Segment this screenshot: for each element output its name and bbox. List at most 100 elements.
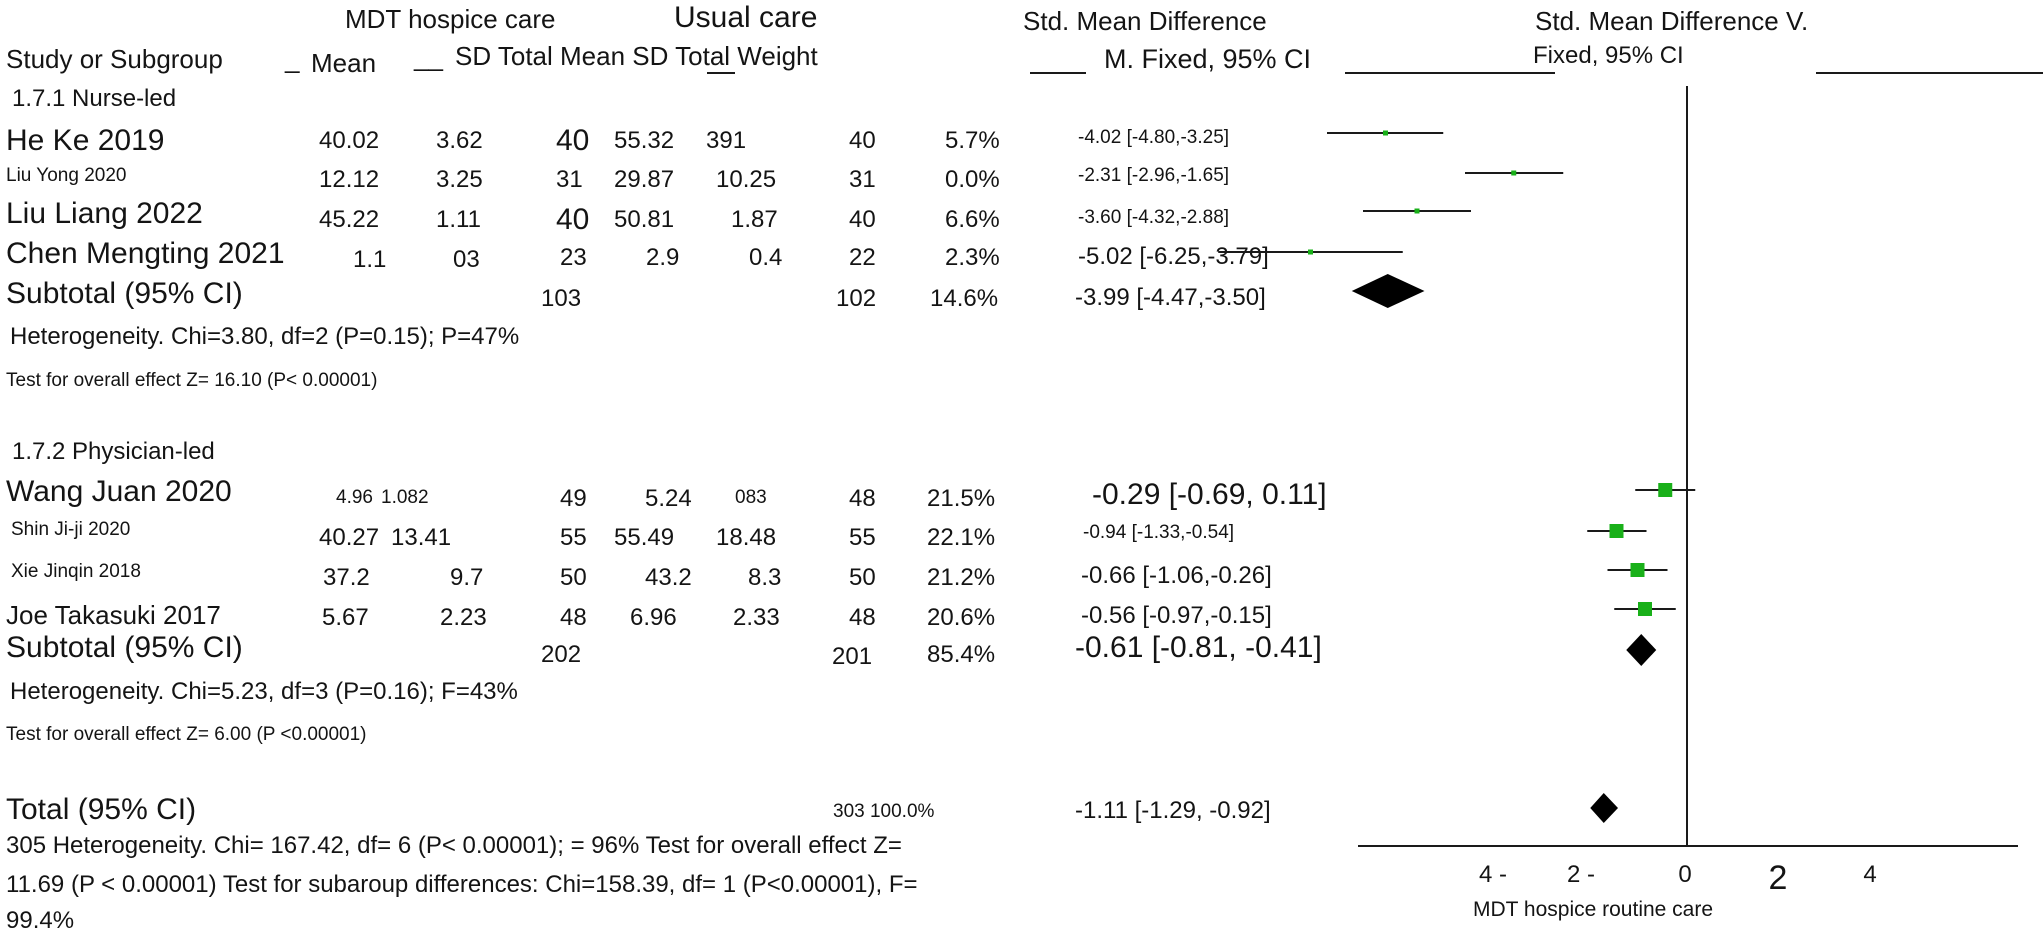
ci-text: -3.99 [-4.47,-3.50] (1075, 284, 1266, 311)
header-dash: _ (285, 44, 300, 74)
n1: 23 (560, 244, 587, 271)
n2: 40 (849, 206, 876, 233)
ci-text: -0.29 [-0.69, 0.11] (1092, 478, 1327, 511)
subgroup-label: 1.7.1 Nurse-led (12, 85, 177, 112)
header-rule (1345, 72, 1555, 74)
n1: 103 (541, 285, 582, 312)
heterogeneity-text: Heterogeneity. Chi=5.23, df=3 (P=0.16); … (10, 678, 518, 705)
weight: 5.7% (945, 127, 1000, 154)
sd1: 3.25 (436, 166, 483, 193)
mean2: 29.87 (614, 166, 675, 193)
plot-header: Std. Mean Difference V. (1535, 6, 1809, 36)
weight: 22.1% (927, 524, 996, 551)
weight: 0.0% (945, 166, 1000, 193)
n2: 50 (849, 564, 876, 591)
n1: 202 (541, 641, 582, 668)
weight: 20.6% (927, 604, 996, 631)
mean2: 55.49 (614, 524, 675, 551)
study-marker (1511, 170, 1517, 176)
sd2: 083 (735, 487, 767, 508)
mean2: 5.24 (645, 485, 692, 512)
weight: 21.2% (927, 564, 996, 591)
header-rule (707, 72, 735, 74)
mean2: 2.9 (646, 244, 680, 271)
mean1: 5.67 (322, 604, 369, 631)
n2: 102 (836, 285, 877, 312)
mean2: 6.96 (630, 604, 677, 631)
mean1: 40.02 (319, 127, 380, 154)
subtotal-diamond (1351, 274, 1425, 308)
group2-header: Usual care (674, 1, 818, 34)
study-name: Joe Takasuki 2017 (6, 600, 221, 630)
effect-header: Std. Mean Difference (1023, 6, 1267, 36)
n1: 31 (556, 166, 583, 193)
n1: 40 (556, 124, 590, 157)
study-name: Liu Yong 2020 (6, 165, 127, 186)
mean1: 1.1 (353, 246, 387, 273)
mean2: 43.2 (645, 564, 692, 591)
weight: 21.5% (927, 485, 996, 512)
weight: 85.4% (927, 641, 996, 668)
n1: 55 (560, 524, 587, 551)
subtotal-diamond (1626, 634, 1657, 666)
sd2: 1.87 (731, 206, 778, 233)
n1: 49 (560, 485, 587, 512)
n2: 48 (849, 604, 876, 631)
mean2: 55.32 (614, 127, 675, 154)
sd1: 2.23 (440, 604, 487, 631)
header-rule (1030, 72, 1086, 74)
study-marker (1658, 483, 1673, 497)
n2: 48 (849, 485, 876, 512)
study-marker (1383, 130, 1388, 136)
mean1: 40.27 (319, 524, 380, 551)
footer-line: 11.69 (P < 0.00001) Test for subaroup di… (6, 871, 918, 898)
n2: 22 (849, 244, 876, 271)
study-name: Chen Mengting 2021 (6, 237, 285, 270)
sd1: 1.11 (436, 206, 481, 233)
header-dash: __ (414, 42, 443, 72)
weight: 6.6% (945, 206, 1000, 233)
study-marker (1630, 563, 1645, 577)
weight: 2.3% (945, 244, 1000, 271)
sd2: 0.4 (749, 244, 783, 271)
n2: 55 (849, 524, 876, 551)
ci-text: -0.94 [-1.33,-0.54] (1083, 522, 1235, 543)
ci-text: -0.66 [-1.06,-0.26] (1081, 562, 1272, 589)
sd2: 10.25 (716, 166, 777, 193)
footer-line: 99.4% (6, 907, 75, 934)
sd1: 3.62 (436, 127, 483, 154)
mean2: 50.81 (614, 206, 675, 233)
header-rule (1816, 72, 2043, 74)
study-column-header: Study or Subgroup (6, 44, 223, 74)
mean1: 37.2 (323, 564, 370, 591)
study-name: He Ke 2019 (6, 124, 165, 157)
sd1: 9.7 (450, 564, 484, 591)
heterogeneity-text: Heterogeneity. Chi=3.80, df=2 (P=0.15); … (10, 323, 520, 350)
x-axis-label: MDT hospice routine care (1473, 898, 1713, 921)
study-marker (1414, 208, 1420, 214)
n2: 40 (849, 127, 876, 154)
plot-subheader: Fixed, 95% CI (1533, 42, 1684, 69)
n1: 40 (556, 203, 590, 236)
footer-line: 305 Heterogeneity. Chi= 167.42, df= 6 (P… (6, 832, 902, 859)
sd1: 1.082 (381, 487, 429, 508)
mean1: 12.12 (319, 166, 380, 193)
n2: 31 (849, 166, 876, 193)
study-marker (1308, 249, 1313, 255)
ci-text: -3.60 [-4.32,-2.88] (1078, 207, 1230, 228)
tick-label: 0 (1678, 861, 1691, 888)
n1: 48 (560, 604, 587, 631)
study-name: Shin Ji-ji 2020 (11, 519, 131, 540)
ci-text: -2.31 [-2.96,-1.65] (1078, 165, 1230, 186)
columns-header: SD Total Mean SD Total Weight (455, 41, 818, 71)
sd1: 03 (453, 246, 480, 273)
n2: 201 (832, 643, 873, 670)
sd2: 391 (706, 127, 747, 154)
study-marker (1609, 524, 1624, 538)
study-name: Xie Jinqin 2018 (11, 561, 141, 582)
mean-column-header: Mean (311, 48, 377, 78)
ci-text: -4.02 [-4.80,-3.25] (1078, 127, 1230, 148)
sd2: 8.3 (748, 564, 782, 591)
sd2: 2.33 (733, 604, 780, 631)
